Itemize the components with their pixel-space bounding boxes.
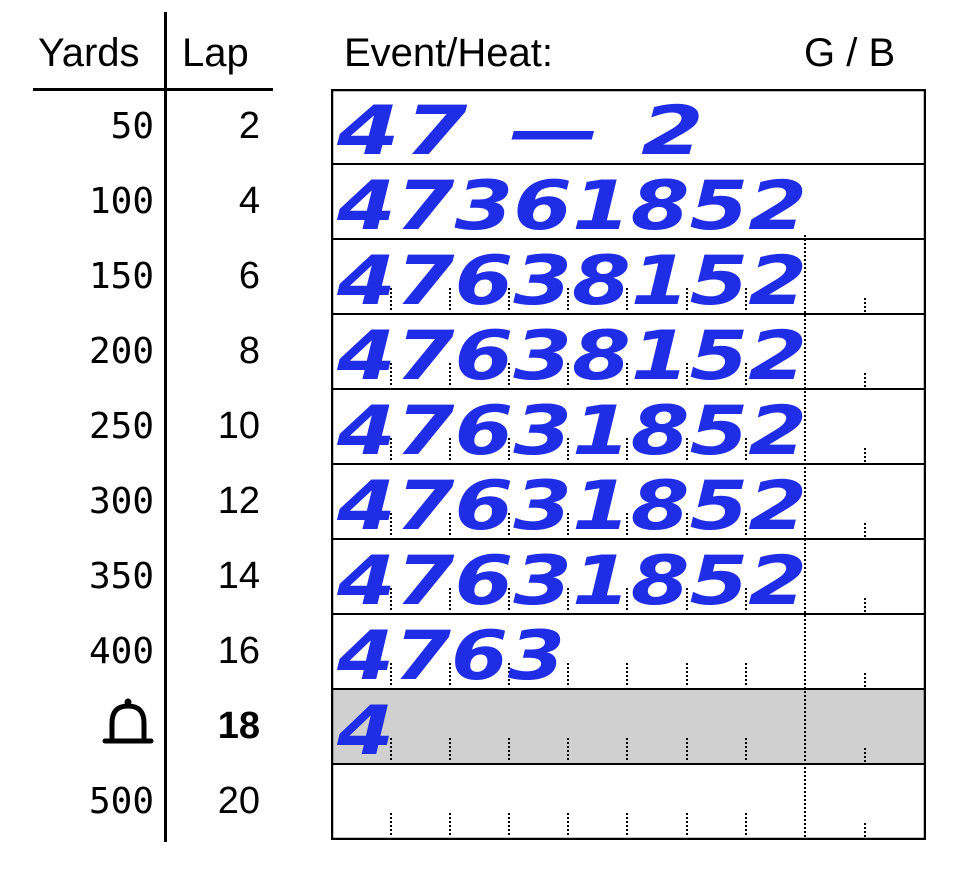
handwritten-entry: 47361852 — [336, 167, 807, 246]
handwritten-entry: 4763 — [336, 617, 565, 696]
lap-header: Lap — [182, 31, 249, 75]
gender-label: G / B — [804, 31, 896, 75]
lap-value: 16 — [217, 629, 260, 672]
yards-value: 250 — [88, 405, 154, 447]
lap-value: 8 — [238, 329, 260, 372]
handwritten-entry: 4 — [336, 692, 394, 771]
lap-value: 12 — [217, 479, 260, 522]
yards-value: 50 — [110, 105, 154, 147]
yards-value: 300 — [88, 480, 154, 522]
bell-icon — [102, 698, 154, 743]
grid-border — [331, 89, 926, 840]
handwritten-entry: 47631852 — [336, 467, 807, 546]
lap-value: 18 — [217, 704, 260, 747]
lap-value: 2 — [238, 104, 260, 147]
yards-value: 350 — [88, 555, 154, 597]
highlighted-row — [331, 689, 926, 764]
column-divider — [164, 12, 167, 842]
lap-value: 14 — [217, 554, 260, 597]
event-heat-label: Event/Heat: — [344, 31, 554, 75]
handwritten-entry: 47631852 — [336, 392, 807, 471]
lap-value: 10 — [217, 404, 260, 447]
lap-value: 4 — [238, 179, 260, 222]
yards-value: 150 — [88, 255, 154, 297]
yards-value: 100 — [88, 180, 154, 222]
lap-entry-grid: 47 — 24736185247638152476381524763185247… — [331, 89, 926, 840]
lap-value: 20 — [217, 779, 260, 822]
handwritten-entry: 47638152 — [336, 242, 807, 321]
yards-header: Yards — [38, 31, 140, 75]
yards-value: 500 — [88, 780, 154, 822]
handwritten-entry: 47638152 — [336, 317, 807, 396]
handwritten-entry: 47 — 2 — [336, 92, 709, 171]
yards-value: 400 — [88, 630, 154, 672]
yards-value: 200 — [88, 330, 154, 372]
handwritten-entry: 47631852 — [336, 542, 807, 621]
header-underline — [33, 88, 273, 91]
lap-value: 6 — [238, 254, 260, 297]
